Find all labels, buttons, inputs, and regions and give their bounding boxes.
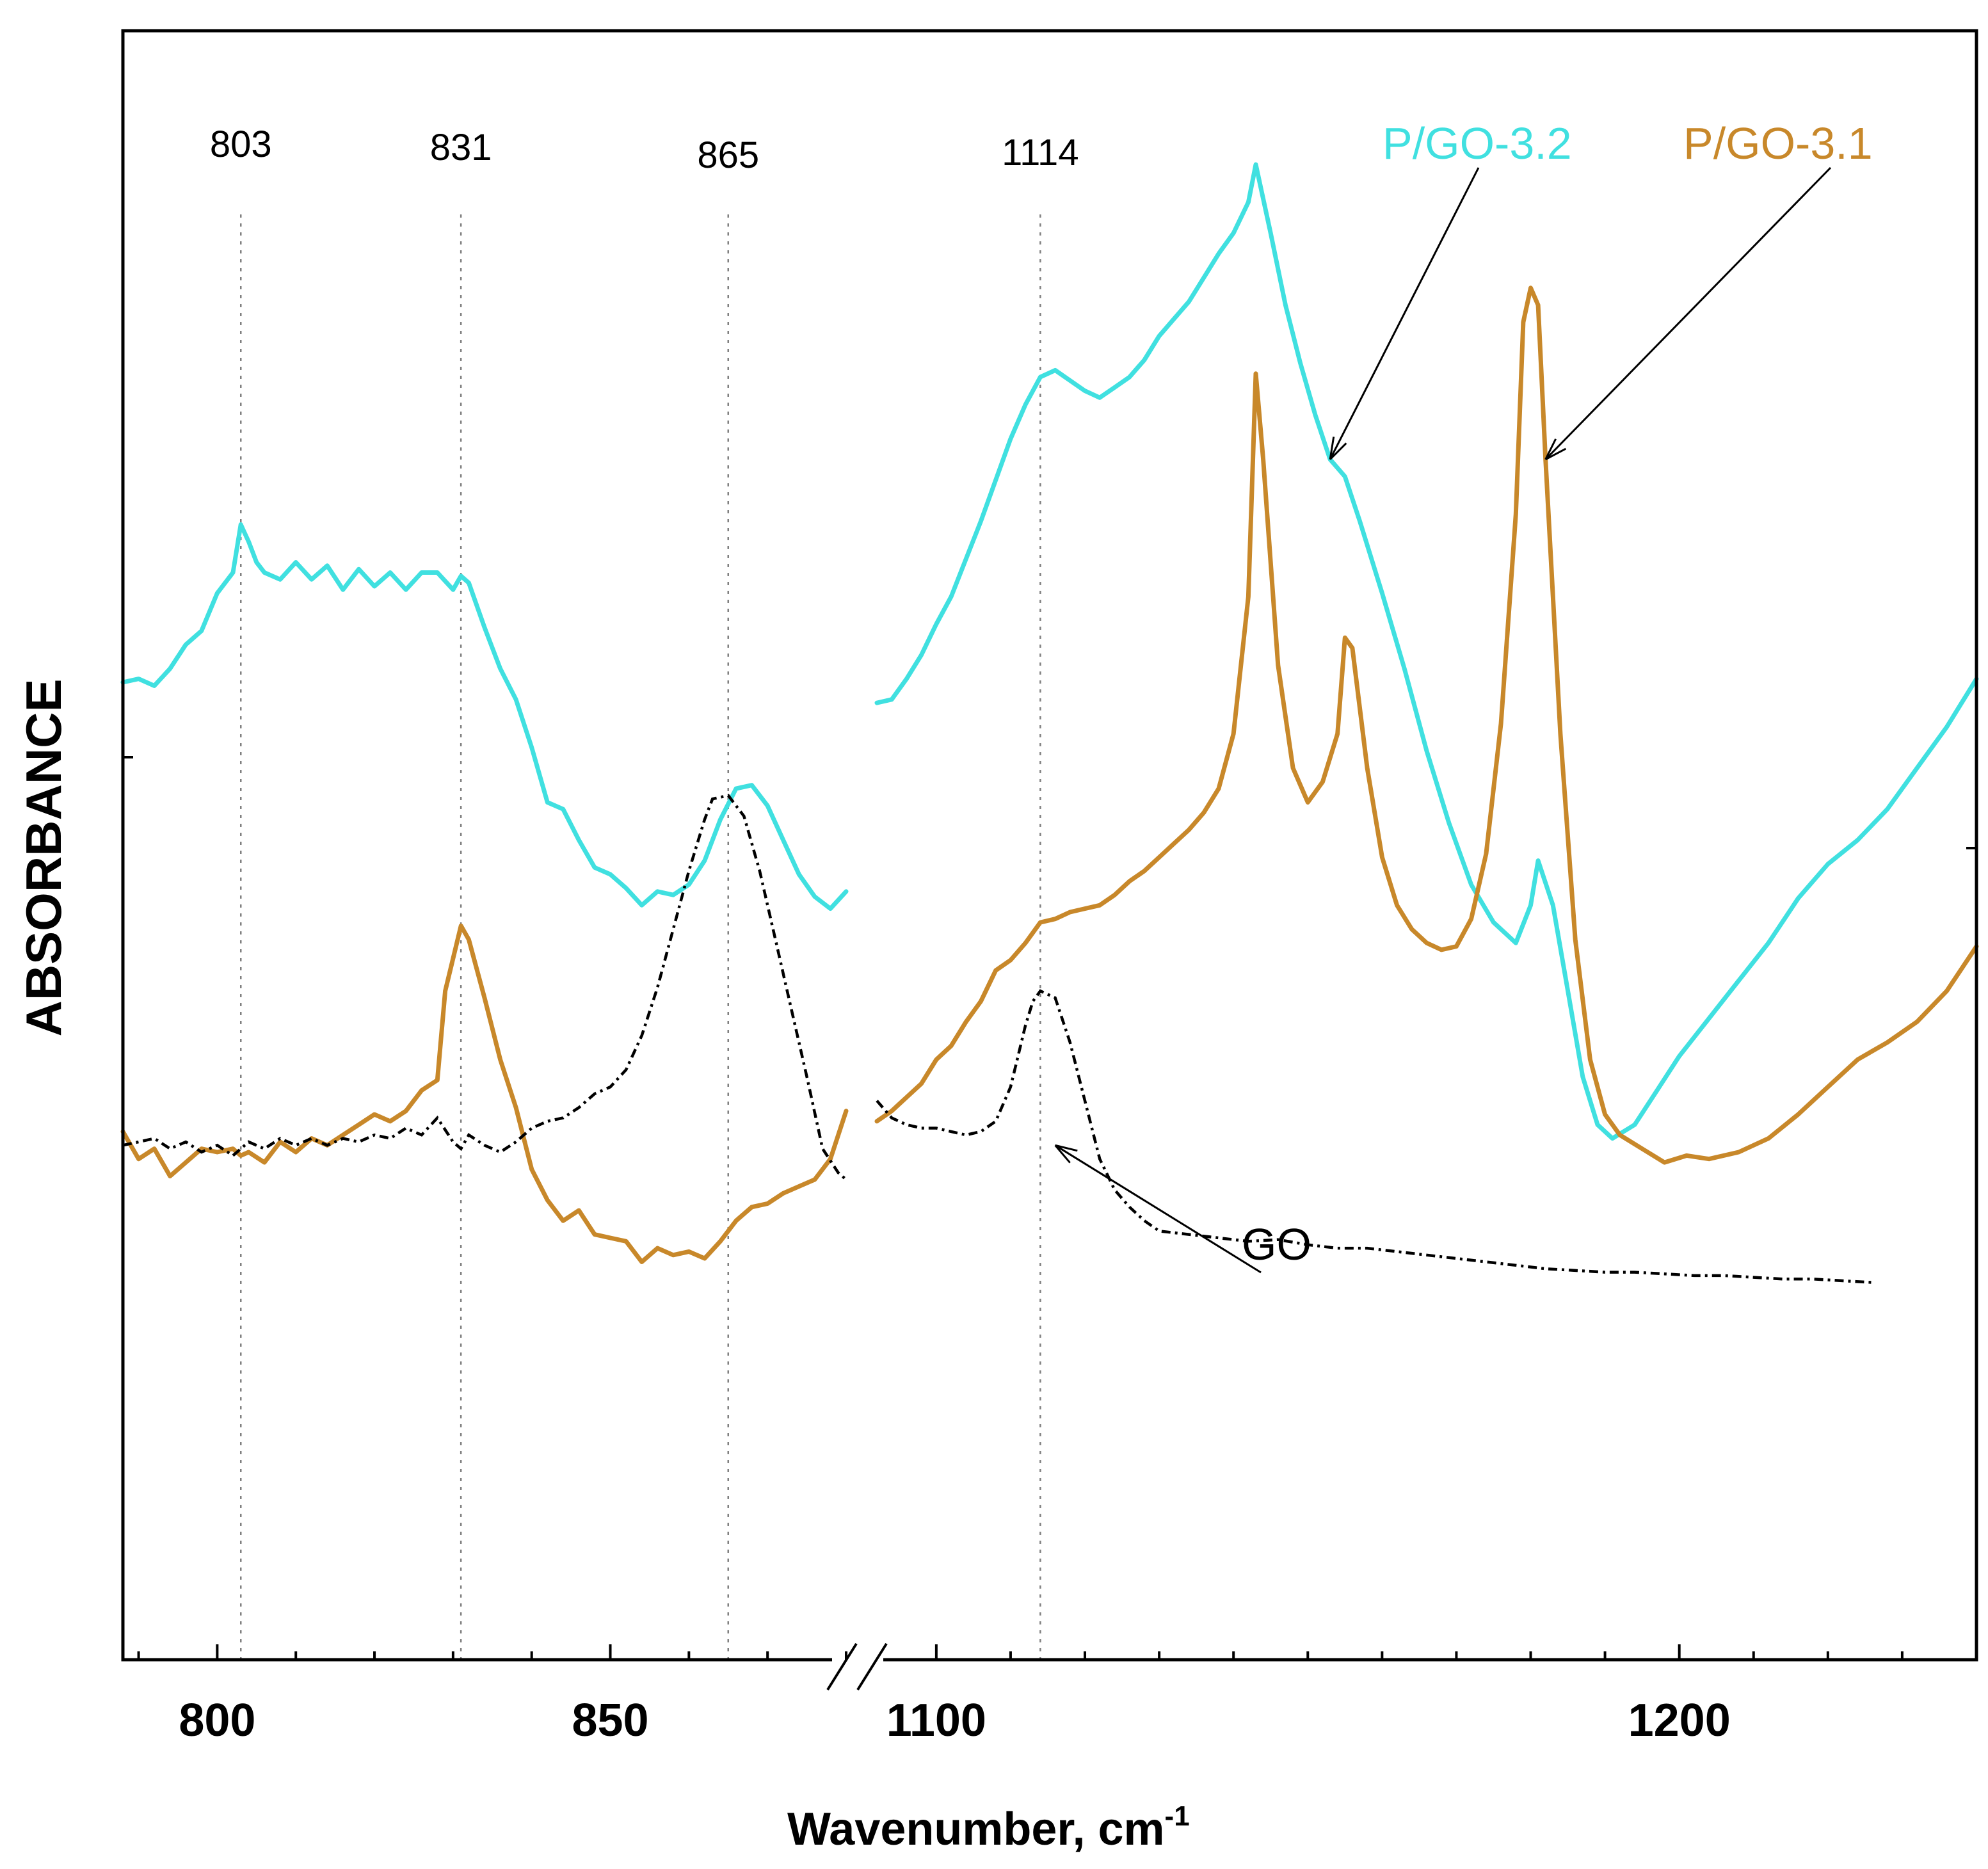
annotation-arrowhead-p-go-3-1 bbox=[1544, 438, 1567, 461]
x-tick-label-1100: 1100 bbox=[886, 1695, 986, 1746]
reference-label-831: 831 bbox=[430, 127, 492, 168]
plot-frame bbox=[121, 29, 1978, 1662]
annotation-label-p-go-3-1: P/GO-3.1 bbox=[1683, 118, 1873, 168]
annotations: P/GO-3.2 P/GO-3.1 GO bbox=[1054, 118, 1873, 1274]
annotation-label-go: GO bbox=[1242, 1219, 1311, 1269]
reference-lines bbox=[239, 214, 1041, 1660]
series-layer bbox=[120, 162, 1979, 1284]
annotation-arrow-p-go-3-1 bbox=[1544, 166, 1832, 460]
x-tick-label-800: 800 bbox=[179, 1695, 255, 1746]
x-axis-title: Wavenumber, cm-1 bbox=[787, 1801, 1190, 1855]
reference-label-1114: 1114 bbox=[1002, 132, 1078, 173]
series-line-go-segment-2 bbox=[876, 989, 1873, 1284]
series-line-p-go-3-2-segment-1 bbox=[120, 522, 849, 911]
annotation-arrowhead-p-go-3-2 bbox=[1329, 437, 1347, 460]
annotation-arrowhead-go bbox=[1054, 1144, 1078, 1164]
series-line-p-go-3-2-segment-2 bbox=[874, 162, 1979, 1141]
x-tick-labels: 800 850 1100 1200 bbox=[179, 1695, 1730, 1746]
x-ticks bbox=[123, 756, 1978, 1660]
series-line-p-go-3-1-segment-2 bbox=[874, 285, 1979, 1165]
reference-label-865: 865 bbox=[697, 134, 759, 176]
annotation-arrow-go bbox=[1054, 1144, 1262, 1274]
series-line-p-go-3-1-segment-1 bbox=[120, 923, 849, 1264]
reference-label-803: 803 bbox=[210, 124, 272, 165]
axis-break bbox=[826, 1642, 888, 1691]
x-tick-label-1200: 1200 bbox=[1628, 1695, 1731, 1746]
x-axis-title-superscript: -1 bbox=[1165, 1801, 1190, 1832]
reference-labels: 803 831 865 1114 bbox=[210, 124, 1079, 176]
annotation-label-p-go-3-2: P/GO-3.2 bbox=[1383, 118, 1572, 168]
annotation-arrow-p-go-3-2 bbox=[1329, 167, 1480, 460]
y-axis-title: ABSORBANCE bbox=[15, 678, 72, 1036]
x-tick-label-850: 850 bbox=[572, 1695, 648, 1746]
series-line-go-segment-1 bbox=[122, 794, 847, 1181]
x-axis-title-main: Wavenumber, cm bbox=[787, 1804, 1165, 1855]
